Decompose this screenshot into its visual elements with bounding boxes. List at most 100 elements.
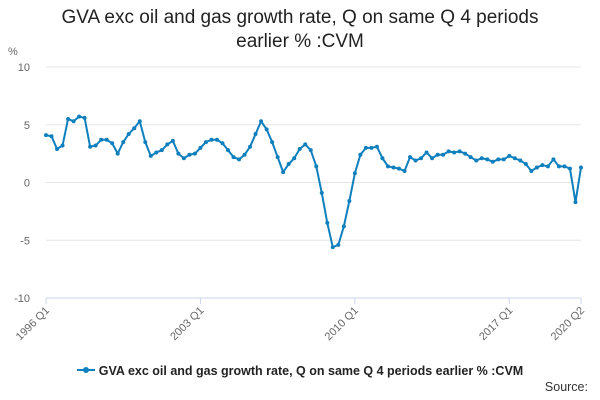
data-point	[314, 164, 319, 169]
data-point	[330, 245, 335, 250]
x-tick-label: 2020 Q2	[549, 305, 587, 343]
data-point	[419, 156, 424, 161]
legend-marker	[82, 366, 89, 373]
data-point	[237, 157, 242, 162]
chart-title-line-2: earlier % :CVM	[236, 31, 364, 52]
data-point	[226, 148, 231, 153]
data-point	[270, 140, 275, 145]
data-point	[126, 131, 131, 136]
data-point	[369, 145, 374, 150]
data-point	[579, 165, 583, 170]
data-point	[430, 156, 435, 161]
data-point	[209, 137, 214, 142]
data-point	[551, 157, 556, 162]
x-tick-label: 1996 Q1	[14, 305, 52, 343]
data-point	[468, 155, 473, 160]
data-point	[170, 138, 175, 143]
data-point	[413, 158, 418, 163]
data-point	[77, 114, 82, 119]
data-point	[396, 166, 401, 171]
data-point	[391, 165, 396, 170]
y-tick-label: 5	[24, 120, 30, 132]
data-point	[336, 242, 341, 247]
data-point	[441, 152, 446, 157]
data-point	[187, 152, 192, 157]
data-point	[49, 134, 54, 139]
data-point	[523, 162, 528, 167]
data-point	[71, 119, 76, 124]
data-point	[275, 155, 280, 160]
data-point	[297, 147, 302, 152]
data-point	[319, 190, 324, 195]
data-point	[385, 164, 390, 169]
gridlines	[46, 66, 581, 299]
data-point	[154, 150, 159, 155]
data-point	[176, 151, 181, 156]
data-point	[347, 198, 352, 203]
data-point	[253, 131, 258, 136]
data-point	[485, 157, 490, 162]
data-point	[358, 152, 363, 157]
data-point	[463, 151, 468, 156]
data-point	[512, 156, 517, 161]
legend[interactable]: GVA exc oil and gas growth rate, Q on sa…	[0, 364, 600, 378]
data-point	[545, 164, 550, 169]
chart-title: GVA exc oil and gas growth rate, Q on sa…	[0, 6, 600, 54]
data-point	[446, 149, 451, 154]
data-point	[507, 153, 512, 158]
data-point	[82, 115, 87, 120]
data-point	[55, 147, 60, 152]
data-point	[110, 141, 115, 146]
data-point	[181, 156, 186, 161]
series-group	[44, 114, 583, 250]
data-point	[165, 142, 170, 147]
data-point	[490, 159, 495, 164]
data-point	[341, 224, 346, 229]
data-point	[479, 156, 484, 161]
data-point	[529, 168, 534, 173]
data-point	[148, 153, 153, 158]
data-point	[44, 133, 48, 138]
x-tick-label: 2010 Q1	[323, 305, 361, 343]
data-point	[231, 155, 236, 160]
data-point	[60, 143, 65, 148]
data-point	[452, 150, 457, 155]
data-point	[424, 150, 429, 155]
data-point	[220, 141, 225, 146]
data-point	[115, 151, 120, 156]
data-point	[281, 170, 286, 175]
data-point	[474, 158, 479, 163]
data-point	[556, 164, 561, 169]
y-tick-label: 0	[24, 178, 30, 190]
data-point	[534, 165, 539, 170]
data-point	[540, 163, 545, 168]
data-point	[132, 126, 137, 131]
axes: 10 5 0 -5 -10% 1996 Q1 2003 Q1 2010 Q1 2017 Q1 20…	[8, 46, 587, 343]
data-point	[303, 142, 308, 147]
data-point	[88, 144, 93, 149]
data-point	[198, 145, 203, 150]
y-axis-label: %	[8, 46, 18, 58]
y-tick-label: -5	[20, 235, 30, 247]
data-point	[402, 168, 407, 173]
data-point	[214, 137, 219, 142]
y-tick-label: 10	[18, 62, 30, 74]
data-point	[457, 149, 462, 154]
data-point	[143, 140, 148, 145]
data-point	[567, 166, 572, 171]
data-point	[93, 143, 98, 148]
data-point	[286, 162, 291, 167]
data-point	[573, 200, 578, 205]
data-point	[137, 119, 142, 124]
data-point	[99, 137, 104, 142]
data-point	[325, 220, 330, 225]
data-point	[248, 144, 253, 149]
data-point	[380, 156, 385, 161]
data-point	[435, 152, 440, 157]
data-point	[159, 148, 164, 153]
data-point	[121, 140, 126, 145]
data-point	[292, 156, 297, 161]
legend-swatch	[76, 366, 95, 373]
series-line	[45, 115, 582, 249]
